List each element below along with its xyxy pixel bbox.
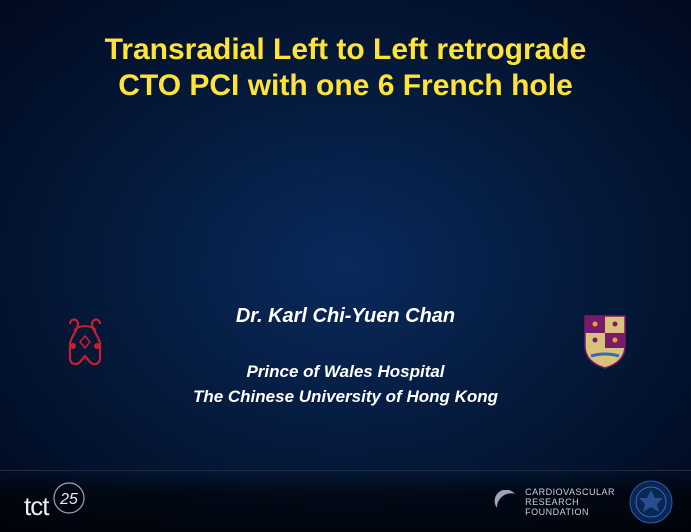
affiliation-university: The Chinese University of Hong Kong bbox=[0, 387, 691, 407]
slide-title: Transradial Left to Left retrograde CTO … bbox=[0, 32, 691, 104]
crf-text: CARDIOVASCULAR RESEARCH FOUNDATION bbox=[525, 488, 615, 518]
tct-label: tct bbox=[24, 491, 48, 522]
crf-seal-icon bbox=[629, 480, 673, 524]
crf-logo: CARDIOVASCULAR RESEARCH FOUNDATION bbox=[493, 488, 615, 518]
hospital-emblem-icon bbox=[60, 316, 110, 368]
title-line-1: Transradial Left to Left retrograde bbox=[105, 33, 587, 66]
tct-logo: tct 25 bbox=[24, 481, 86, 522]
university-shield-icon bbox=[581, 312, 629, 370]
title-line-2: CTO PCI with one 6 French hole bbox=[118, 69, 573, 102]
tct-number: 25 bbox=[60, 491, 79, 508]
crf-swoosh-icon bbox=[493, 490, 519, 516]
crf-line-3: FOUNDATION bbox=[525, 508, 615, 518]
tct-circle-icon: 25 bbox=[52, 481, 86, 515]
slide: Transradial Left to Left retrograde CTO … bbox=[0, 0, 691, 532]
slide-footer: tct 25 CARDIOVASCULAR RESEARCH FOUNDATIO… bbox=[0, 470, 691, 532]
